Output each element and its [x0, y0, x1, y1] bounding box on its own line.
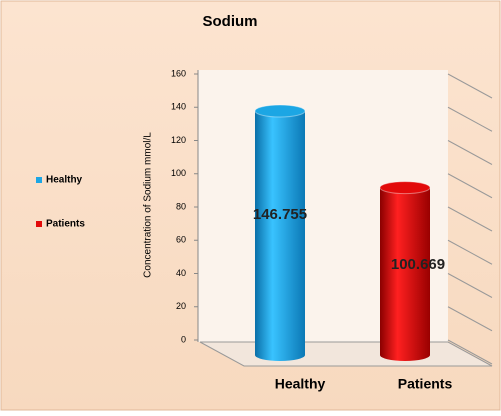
- y-tick-label: 20: [176, 301, 186, 311]
- y-tick-label: 0: [181, 334, 186, 344]
- y-tick-label: 60: [176, 235, 186, 245]
- chart-title: Sodium: [203, 13, 258, 30]
- bar-top: [254, 104, 306, 118]
- y-tick-label: 160: [171, 68, 186, 78]
- grid-line: [447, 140, 493, 165]
- data-label: 100.669: [391, 256, 445, 273]
- legend-swatch: [36, 221, 42, 227]
- y-tick-label: 100: [171, 168, 186, 178]
- grid-line: [447, 206, 493, 232]
- bar: [380, 187, 430, 355]
- bar-top: [379, 181, 431, 195]
- y-tick-label: 140: [171, 102, 186, 112]
- floor: [199, 341, 493, 367]
- legend-label: Patients: [46, 219, 85, 230]
- y-tick-label: 40: [176, 268, 186, 278]
- grid-line: [447, 73, 493, 99]
- y-tick-label: 120: [171, 135, 186, 145]
- x-tick-label: Healthy: [275, 376, 326, 392]
- grid-line: [447, 306, 493, 332]
- y-axis-label: Concentration of Sodium mmol/L: [143, 132, 154, 278]
- grid-line: [447, 173, 493, 199]
- grid-line: [447, 339, 493, 365]
- grid-line: [447, 273, 493, 298]
- x-tick-label: Patients: [398, 376, 453, 392]
- legend-label: Healthy: [46, 175, 83, 186]
- grid-line: [447, 106, 493, 132]
- legend-swatch: [36, 177, 42, 183]
- y-tick-label: 80: [176, 201, 186, 211]
- bar: [255, 111, 305, 356]
- data-label: 146.755: [253, 206, 307, 223]
- grid-line: [447, 239, 493, 265]
